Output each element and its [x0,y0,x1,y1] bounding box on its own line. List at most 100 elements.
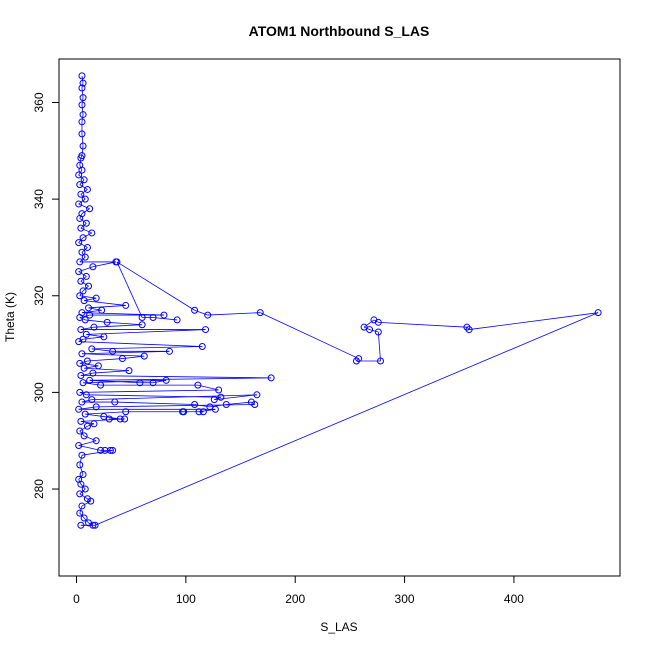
data-point [202,326,210,334]
data-point [75,239,83,247]
data-point [215,386,223,394]
x-tick-label: 200 [285,592,305,606]
data-point [138,321,146,329]
x-tick-label: 400 [504,592,524,606]
data-point [86,205,94,213]
data-point [75,442,83,450]
data-point [222,400,230,408]
data-point [79,471,87,479]
series-segment [107,321,143,326]
series-segment [80,189,88,195]
series-segment [81,145,84,156]
series-segment [82,232,93,239]
series-segment [369,329,379,333]
series-segment [114,401,195,405]
series-segment [84,297,97,301]
data-point [81,253,89,261]
data-point [191,306,199,314]
data-point [78,166,86,174]
series-segment [78,341,203,347]
data-point [78,101,86,109]
x-axis: 0 100 200 300 400 [73,575,524,606]
data-point [78,502,86,510]
data-point [113,258,121,266]
data-point [75,338,83,346]
data-point [79,379,87,387]
data-point [194,381,202,389]
data-point [83,185,91,193]
data-point [76,181,84,189]
data-point [90,323,98,331]
data-point [82,272,90,280]
data-point [76,427,84,435]
series-segment [83,379,167,384]
data-point [80,364,88,372]
series-segment [81,97,84,105]
data-point [204,311,212,319]
data-point [465,326,473,334]
data-point [75,200,83,208]
data-point [88,345,96,353]
series-segment [78,174,85,181]
series-segment [80,420,95,425]
x-tick-label: 0 [73,592,80,606]
data-point [81,485,89,493]
series-segment [153,317,178,321]
data-point [377,357,385,365]
series-segment [81,104,84,115]
data-point [103,318,111,326]
series-segment [81,87,84,98]
series-segment [78,242,88,248]
data-point [78,398,86,406]
series-segment [80,155,83,159]
data-point [76,214,84,222]
y-tick-label: 360 [32,92,46,112]
series-segment [81,83,84,89]
series-segment [78,445,101,451]
series-segment [86,329,206,335]
series-segment [79,218,87,224]
data-point [91,521,99,529]
data-point [76,292,84,300]
series-segment [91,346,203,350]
data-point [463,323,471,331]
series-segment [78,198,86,205]
data-point [76,461,84,469]
series-segment [80,375,272,379]
data-point [98,306,106,314]
data-point [90,420,98,428]
series-segment [78,203,90,210]
data-point [76,490,84,498]
data-point [89,521,97,529]
data-point [92,437,100,445]
y-tick-label: 320 [32,285,46,305]
series-segment [78,271,87,277]
x-tick-label: 100 [176,592,196,606]
series-segment [81,208,90,214]
data-point [83,357,91,365]
series-segment [80,280,89,287]
series-segment [81,399,92,403]
data-point [594,309,602,317]
series-segment [78,266,94,272]
data-point [79,142,87,150]
data-point [116,415,124,423]
data-point [77,224,85,232]
data-point [77,417,85,425]
data-point [111,398,119,406]
data-point [85,304,93,312]
series-segment [79,464,84,475]
series-segment [214,394,257,401]
series-segment [92,370,130,374]
data-point [75,268,83,276]
data-point [79,234,87,242]
data-point [80,432,88,440]
y-axis-label: Theta (K) [3,292,17,342]
series-segment [91,394,257,401]
data-point [75,171,83,179]
data-point [267,374,275,382]
series-segment [122,355,145,359]
data-point [89,263,97,271]
series-segment [116,261,195,311]
